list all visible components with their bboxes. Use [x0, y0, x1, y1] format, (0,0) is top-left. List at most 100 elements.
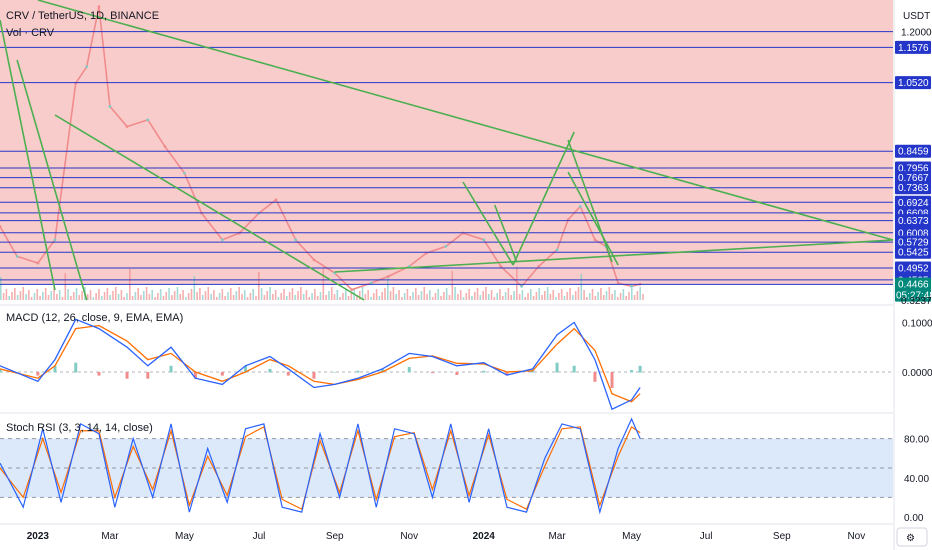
macd-axis-label: 0.0000: [902, 368, 932, 379]
volume-bar: [36, 289, 39, 300]
current-price-tag[interactable]: [895, 277, 931, 302]
price-axis-label: 0.3237: [901, 296, 932, 307]
price-point[interactable]: [520, 284, 524, 288]
volume-bar: [462, 297, 465, 300]
time-tick-label: Sep: [773, 531, 791, 542]
volume-bar: [241, 294, 243, 300]
volume-bar: [336, 290, 339, 300]
stoch-rsi-k-line[interactable]: [0, 417, 641, 515]
price-point[interactable]: [220, 238, 224, 242]
trend-line[interactable]: [37, 0, 894, 241]
price-level-tag[interactable]: [895, 144, 931, 158]
price-point[interactable]: [0, 225, 2, 228]
volume-bar: [274, 290, 277, 300]
volume-bar: [527, 293, 529, 300]
volume-bar: [81, 291, 83, 300]
macd-line[interactable]: [0, 318, 641, 411]
price-level-tag[interactable]: [895, 195, 931, 209]
volume-bar: [572, 295, 574, 300]
volume-bar: [30, 297, 33, 300]
trend-line[interactable]: [567, 171, 619, 266]
trend-line[interactable]: [54, 114, 365, 301]
volume-bar: [431, 297, 434, 300]
macd-histogram-bar: [74, 362, 78, 373]
price-point[interactable]: [97, 5, 101, 9]
volume-bar: [319, 292, 322, 300]
price-point[interactable]: [555, 248, 559, 252]
price-level-tag[interactable]: [895, 171, 931, 185]
price-level-tag-label: 0.7667: [898, 173, 929, 184]
price-point[interactable]: [499, 264, 503, 268]
price-point[interactable]: [350, 288, 354, 292]
price-level-tag[interactable]: [895, 76, 931, 90]
price-point[interactable]: [36, 261, 40, 265]
volume-bar: [339, 297, 341, 300]
price-level-tag[interactable]: [895, 40, 931, 54]
stoch-rsi-panel[interactable]: [0, 412, 893, 515]
trend-line[interactable]: [0, 19, 56, 291]
price-point[interactable]: [125, 125, 129, 128]
price-level-tag[interactable]: [895, 261, 931, 275]
price-point[interactable]: [294, 238, 298, 242]
price-point[interactable]: [630, 284, 633, 288]
price-level-tag[interactable]: [895, 181, 931, 195]
price-level-tag[interactable]: [895, 235, 931, 249]
price-point[interactable]: [85, 65, 89, 68]
price-point[interactable]: [578, 205, 582, 208]
volume-bar: [501, 296, 504, 300]
price-panel[interactable]: [0, 0, 894, 301]
volume-bar: [605, 291, 608, 300]
price-point[interactable]: [163, 145, 167, 148]
price-point[interactable]: [274, 198, 278, 202]
trend-line[interactable]: [16, 59, 88, 301]
volume-bar: [384, 288, 386, 300]
volume-bar: [541, 295, 543, 300]
price-point[interactable]: [616, 281, 620, 285]
price-point[interactable]: [53, 238, 57, 242]
volume-bar: [25, 294, 27, 300]
price-axis[interactable]: 1.2000 1.1576 1.0520 0.8459 0.79560.76670.73…: [893, 0, 932, 550]
price-point[interactable]: [146, 118, 150, 122]
volume-bar: [61, 297, 64, 300]
price-point[interactable]: [593, 238, 597, 242]
volume-bar: [507, 288, 510, 300]
time-tick-label: 2024: [473, 531, 496, 542]
volume-bar: [574, 291, 577, 300]
volume-bar: [143, 291, 145, 300]
volume-bar: [415, 288, 417, 300]
price-point[interactable]: [444, 244, 448, 248]
volume-bar: [372, 293, 375, 300]
price-level-tag-label: 0.6373: [898, 216, 929, 227]
volume-bar: [199, 288, 201, 300]
price-point[interactable]: [183, 171, 186, 175]
trend-line[interactable]: [494, 204, 518, 263]
volume-bar: [594, 296, 597, 300]
price-point[interactable]: [482, 238, 486, 242]
price-point[interactable]: [15, 254, 19, 258]
volume-bar: [445, 288, 448, 300]
volume-bar: [148, 294, 151, 300]
price-point[interactable]: [108, 105, 112, 108]
trend-line[interactable]: [512, 131, 575, 266]
volume-bar: [157, 293, 159, 300]
settings-gear-button[interactable]: [896, 527, 928, 547]
volume-bar: [600, 288, 602, 300]
price-point[interactable]: [312, 258, 316, 262]
trend-line[interactable]: [462, 181, 514, 266]
price-point[interactable]: [387, 274, 390, 278]
macd-histogram-bar: [455, 372, 459, 375]
macd-panel[interactable]: [0, 304, 893, 411]
volume-bar: [577, 287, 580, 300]
volume-bar: [513, 291, 515, 300]
volume-bar: [58, 290, 61, 300]
price-level-tag[interactable]: [895, 245, 931, 259]
price-point[interactable]: [537, 264, 541, 268]
price-level-tag-label: 0.8459: [898, 147, 929, 158]
price-level-tag[interactable]: [895, 214, 931, 228]
volume-bar: [630, 288, 633, 300]
stoch-rsi-title: Stoch RSI (3, 3, 14, 14, close): [6, 422, 153, 434]
macd-histogram-bar: [312, 372, 316, 379]
price-point[interactable]: [369, 281, 373, 285]
stoch-rsi-axis-label: 0.00: [904, 513, 924, 524]
